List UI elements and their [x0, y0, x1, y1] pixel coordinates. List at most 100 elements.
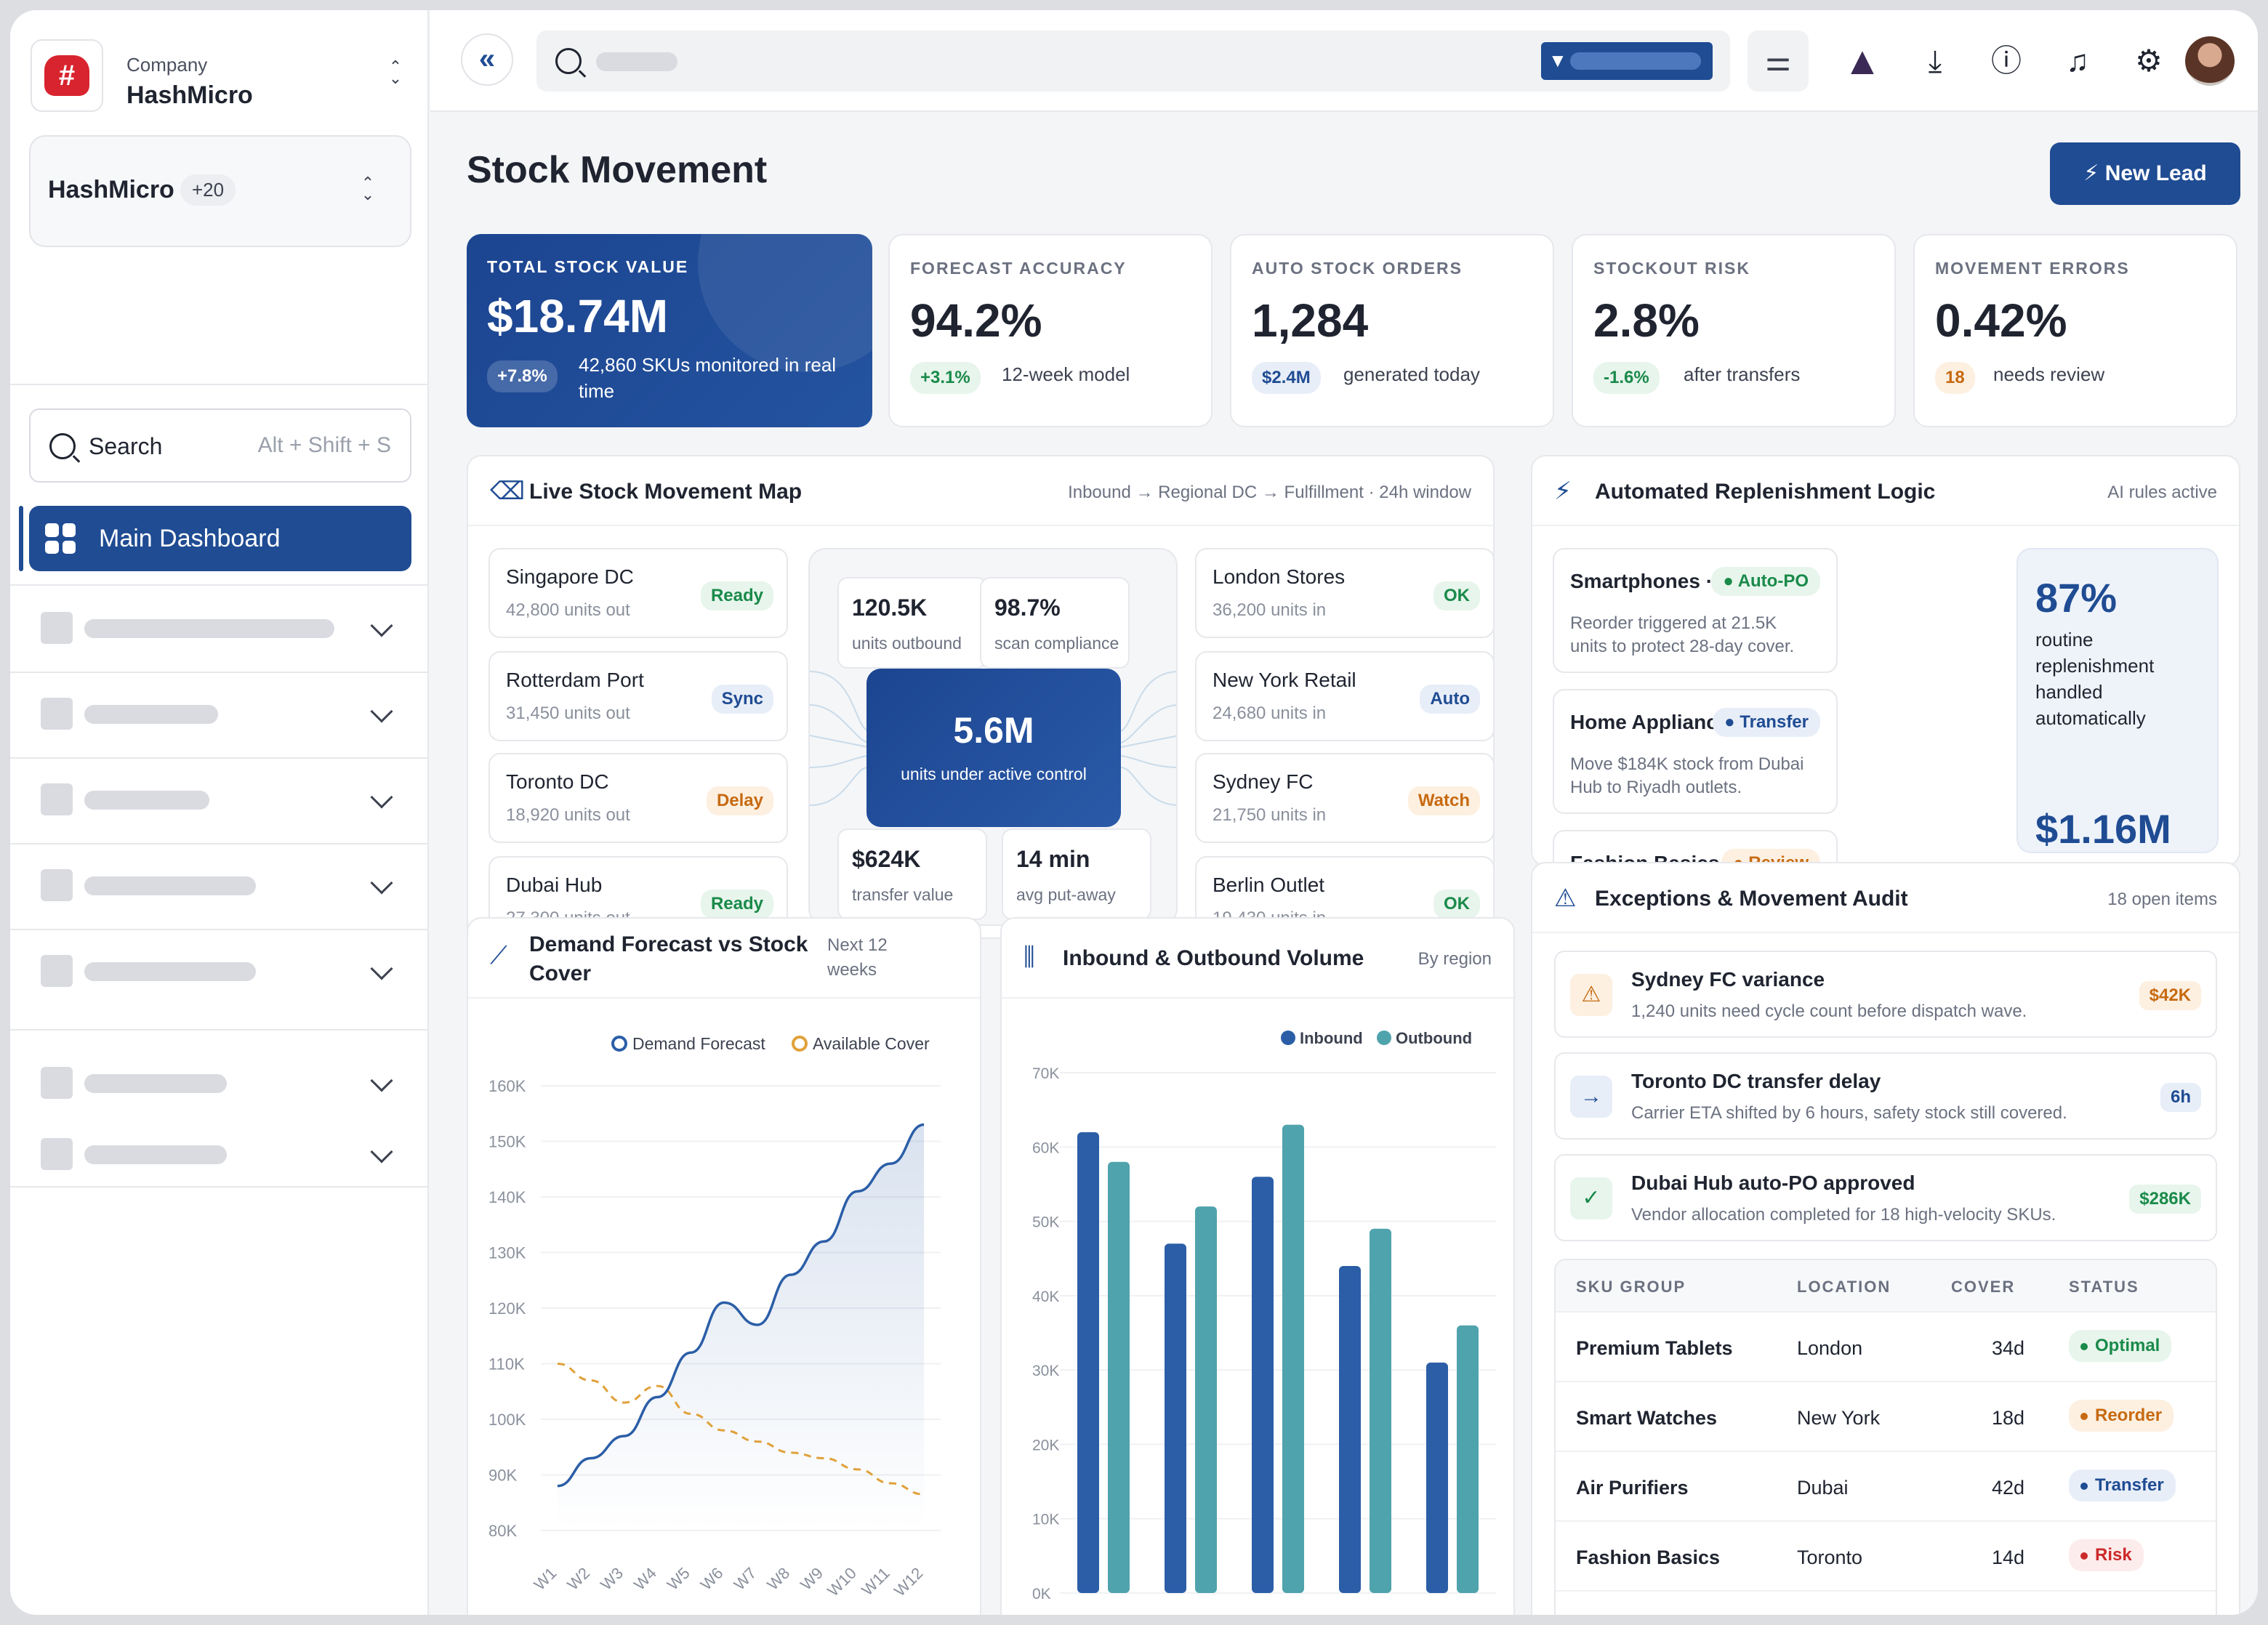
divider [10, 843, 429, 844]
location-card[interactable]: New York Retail 24,680 units in Auto [1195, 651, 1493, 741]
page-title: Stock Movement [467, 149, 768, 191]
bar-outbound-na[interactable] [1370, 1228, 1391, 1593]
location-card[interactable]: Sydney FC 21,750 units in Watch [1195, 753, 1493, 843]
sidebar-item-placeholder[interactable] [10, 759, 429, 844]
download-icon[interactable]: ⤓ [1928, 44, 1942, 78]
legend-label: Demand Forecast [632, 1034, 765, 1053]
divider [10, 672, 429, 673]
hub-units-under-control[interactable]: 5.6M units under active control [866, 669, 1121, 827]
x-tick-label: W11 [858, 1564, 893, 1600]
wizard-hat-icon[interactable]: ▲ [1843, 39, 1882, 83]
sidebar-item-placeholder[interactable] [10, 673, 429, 759]
bar-inbound-apac[interactable] [1077, 1132, 1099, 1593]
sidebar-item-label: Main Dashboard [99, 525, 281, 552]
bell-icon[interactable]: ♫ [2066, 44, 2089, 78]
avatar[interactable] [2185, 36, 2235, 86]
legend-marker [611, 1036, 627, 1052]
table-row[interactable]: Fashion Basics Toronto 14d Risk [1556, 1522, 2216, 1592]
kpi-movement-errors: MOVEMENT ERRORS 0.42% 18 needs review [1913, 234, 2237, 427]
panel-title: Exceptions & Movement Audit [1595, 887, 1908, 911]
new-lead-button[interactable]: ⚡ New Lead [2050, 142, 2240, 205]
sidebar-item-placeholder[interactable] [10, 930, 429, 1016]
gear-icon[interactable]: ⚙ [2135, 44, 2163, 78]
bar-inbound-na[interactable] [1339, 1265, 1361, 1593]
replenishment-rule[interactable]: Home Appliances · GCC ● Transfer Move $1… [1553, 689, 1838, 814]
metric-transfer-value: $624K transfer value [837, 828, 987, 920]
line-chart-icon: ⟋ [490, 942, 507, 969]
y-tick-label: 150K [488, 1133, 526, 1151]
location-card[interactable]: London Stores 36,200 units in OK [1195, 548, 1493, 638]
help-icon[interactable]: ⓘ [1990, 44, 2022, 78]
y-tick-label: 40K [1032, 1289, 1059, 1305]
replenishment-rule[interactable]: Smartphones · EU ● Auto-PO Reorder trigg… [1553, 548, 1838, 673]
status-badge: OK [1433, 890, 1480, 919]
bar-outbound-anz[interactable] [1457, 1325, 1479, 1593]
sliders-icon[interactable]: ⚌ [1748, 31, 1809, 92]
chevron-down-icon [370, 1069, 393, 1092]
legend-marker [1281, 1031, 1295, 1045]
org-count-badge: +20 [180, 174, 236, 206]
bar-outbound-apac[interactable] [1108, 1161, 1130, 1593]
chevron-down-icon [370, 1140, 393, 1164]
search-hotkey: Alt + Shift + S [257, 433, 391, 457]
status-badge: Reorder [2069, 1400, 2174, 1432]
warning-icon: ⚠ [1570, 974, 1612, 1016]
legend-marker [1377, 1031, 1391, 1045]
filter-chip[interactable]: ▼ [1541, 42, 1713, 80]
table-row[interactable]: Premium Tablets London 34d Optimal [1556, 1312, 2216, 1382]
table-row[interactable]: Air Purifiers Dubai 42d Transfer [1556, 1452, 2216, 1522]
bar-outbound-eu[interactable] [1282, 1124, 1304, 1593]
app-window: # Company HashMicro ⌃ ⌄ HashMicro +20 ⌃ ⌄ … [10, 10, 2258, 1615]
dashboard-grid-icon [45, 523, 76, 554]
sidebar-item-placeholder[interactable] [10, 1113, 429, 1199]
table-row[interactable]: Smart Watches New York 18d Reorder [1556, 1382, 2216, 1452]
sidebar-item-placeholder[interactable] [10, 586, 429, 672]
y-tick-label: 90K [488, 1467, 517, 1485]
org-switcher[interactable]: HashMicro +20 ⌃ ⌄ [29, 135, 411, 247]
chevron-updown-icon[interactable]: ⌃ ⌄ [361, 174, 375, 203]
sidebar: # Company HashMicro ⌃ ⌄ HashMicro +20 ⌃ ⌄ … [10, 10, 429, 1615]
sidebar-search[interactable]: Search Alt + Shift + S [29, 408, 411, 483]
collapse-sidebar-button[interactable]: « [461, 33, 513, 86]
chevron-down-icon [370, 700, 393, 723]
global-search-input[interactable]: ▼ [536, 31, 1730, 92]
exception-item[interactable]: → Toronto DC transfer delay Carrier ETA … [1554, 1052, 2217, 1140]
replenishment-rule[interactable]: Fashion Basics · NA ● Review [1553, 830, 1838, 865]
location-card[interactable]: Toronto DC 18,920 units out Delay [488, 753, 788, 843]
bar-inbound-eu[interactable] [1252, 1177, 1274, 1593]
kpi-value: 94.2% [910, 294, 1042, 347]
series-line-available-cover [557, 1363, 925, 1496]
chart-title: Demand Forecast vs Stock Cover [529, 932, 808, 985]
kpi-value: 0.42% [1935, 294, 2067, 347]
live-stock-movement-map: ⌫ Live Stock Movement Map Inbound → Regi… [467, 455, 1495, 939]
lightning-icon: ⚡ [2083, 161, 2099, 185]
kpi-auto-stock-orders: AUTO STOCK ORDERS 1,284 $2.4M generated … [1230, 234, 1554, 427]
kpi-label: TOTAL STOCK VALUE [487, 257, 689, 276]
x-tick-label: W2 [563, 1564, 593, 1594]
metric-units-outbound: 120.5K units outbound [837, 577, 987, 669]
exception-item[interactable]: ✓ Dubai Hub auto-PO approved Vendor allo… [1554, 1154, 2217, 1241]
x-tick-label: W4 [630, 1564, 660, 1594]
bar-inbound-anz[interactable] [1426, 1362, 1448, 1593]
bar-chart: 0K 10K 20K 30K 40K 50K 60K 70K APAC GCC EU NA ANZ Inb… [1032, 1029, 1496, 1615]
status-badge: Transfer [2069, 1469, 2176, 1501]
divider [10, 384, 429, 385]
chevron-updown-icon[interactable]: ⌃ ⌄ [388, 57, 403, 87]
y-tick-label: 20K [1032, 1437, 1059, 1453]
bar-outbound-gcc[interactable] [1195, 1206, 1217, 1593]
panel-subtitle: Inbound → Regional DC → Fulfillment · 24… [1068, 483, 1471, 502]
y-tick-label: 140K [488, 1188, 526, 1206]
kpi-label: MOVEMENT ERRORS [1935, 259, 2130, 278]
location-card[interactable]: Rotterdam Port 31,450 units out Sync [488, 651, 788, 741]
sidebar-item-main-dashboard[interactable]: Main Dashboard [19, 506, 411, 571]
sidebar-item-placeholder[interactable] [10, 1042, 429, 1128]
search-icon [49, 433, 76, 459]
bar-inbound-gcc[interactable] [1165, 1243, 1186, 1593]
location-card[interactable]: Singapore DC 42,800 units out Ready [488, 548, 788, 638]
status-badge: Ready [700, 581, 773, 610]
company-switcher[interactable]: # Company HashMicro ⌃ ⌄ [31, 39, 409, 115]
exception-item[interactable]: ⚠ Sydney FC variance 1,240 units need cy… [1554, 951, 2217, 1038]
sidebar-item-placeholder[interactable] [10, 844, 429, 930]
y-tick-label: 10K [1032, 1512, 1059, 1528]
kpi-badge: +3.1% [910, 362, 981, 394]
